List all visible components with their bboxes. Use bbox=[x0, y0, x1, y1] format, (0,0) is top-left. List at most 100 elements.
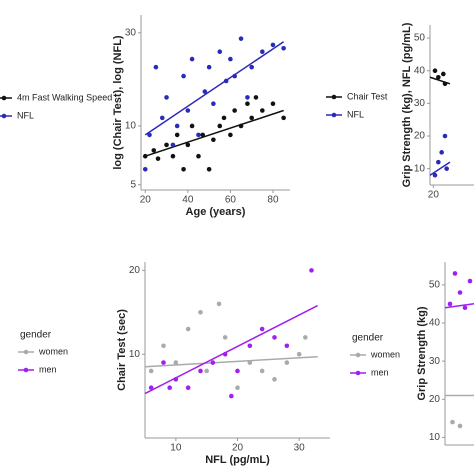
point bbox=[196, 153, 201, 159]
y-tick-label: 5 bbox=[130, 179, 136, 190]
point bbox=[281, 45, 286, 51]
point bbox=[210, 360, 216, 365]
point bbox=[432, 68, 438, 74]
y-tick-label: 10 bbox=[429, 432, 441, 443]
legend-label: NFL bbox=[17, 110, 34, 120]
point bbox=[211, 137, 216, 143]
point bbox=[303, 335, 308, 340]
point bbox=[185, 142, 191, 148]
point bbox=[153, 64, 159, 70]
point bbox=[296, 351, 302, 357]
point bbox=[432, 172, 438, 178]
point bbox=[249, 115, 254, 121]
legend-title: gender bbox=[352, 333, 384, 344]
legend-dot bbox=[1, 113, 7, 119]
point bbox=[272, 335, 277, 340]
point bbox=[170, 142, 176, 148]
point bbox=[147, 132, 152, 138]
y-axis-label: Grip Strength (kg), NFL (pg/mL) bbox=[401, 22, 413, 187]
point bbox=[272, 377, 277, 382]
trend-line bbox=[429, 161, 451, 176]
point bbox=[447, 301, 453, 307]
y-tick-label: 10 bbox=[125, 121, 137, 132]
point bbox=[151, 148, 157, 153]
point bbox=[229, 393, 234, 399]
point bbox=[259, 368, 265, 374]
x-axis-label: NFL (pg/mL) bbox=[205, 454, 270, 466]
y-tick-label: 40 bbox=[414, 65, 426, 76]
y-tick-label: 10 bbox=[129, 349, 141, 360]
point bbox=[185, 385, 191, 391]
point bbox=[204, 368, 209, 374]
point bbox=[238, 36, 244, 41]
point bbox=[185, 326, 191, 332]
point bbox=[452, 271, 458, 276]
trend-line bbox=[144, 41, 285, 136]
point bbox=[260, 49, 265, 55]
x-tick-label: 40 bbox=[182, 195, 194, 206]
legend-label: Chair Test bbox=[347, 91, 388, 101]
point bbox=[235, 368, 240, 374]
y-axis-label: Chair Test (sec) bbox=[116, 309, 128, 391]
y-tick-label: 30 bbox=[414, 98, 426, 109]
point bbox=[221, 115, 227, 121]
point bbox=[211, 101, 216, 107]
legend-dot bbox=[331, 112, 337, 118]
point bbox=[161, 343, 166, 349]
point bbox=[441, 71, 446, 77]
point bbox=[228, 132, 233, 138]
y-tick-label: 50 bbox=[414, 33, 426, 44]
point bbox=[196, 132, 201, 138]
legend-dot bbox=[23, 349, 29, 355]
y-tick-label: 10 bbox=[414, 163, 426, 174]
x-tick-label: 60 bbox=[225, 195, 237, 206]
point bbox=[309, 268, 314, 273]
point bbox=[457, 290, 463, 295]
point bbox=[281, 115, 286, 121]
point bbox=[259, 326, 265, 332]
point bbox=[174, 132, 180, 138]
point bbox=[462, 305, 468, 311]
point bbox=[159, 115, 165, 121]
y-axis-label: log (Chair Test), log (NFL) bbox=[112, 35, 124, 170]
y-tick-label: 20 bbox=[414, 131, 426, 142]
x-tick-label: 20 bbox=[140, 195, 152, 206]
point bbox=[198, 368, 203, 374]
point bbox=[444, 166, 449, 171]
point bbox=[249, 64, 254, 70]
point bbox=[442, 133, 448, 139]
legend-label: men bbox=[371, 367, 389, 377]
point bbox=[148, 368, 154, 374]
y-axis-label: Grip Strength (kg) bbox=[416, 306, 428, 400]
point bbox=[181, 73, 186, 79]
x-tick-label: 20 bbox=[232, 443, 244, 454]
y-tick-label: 50 bbox=[429, 280, 441, 291]
point bbox=[245, 95, 250, 100]
point bbox=[148, 385, 154, 391]
point bbox=[228, 56, 233, 62]
trend-line bbox=[429, 76, 451, 85]
x-tick-label: 10 bbox=[170, 443, 182, 454]
trend-line bbox=[144, 304, 319, 395]
legend-dot bbox=[1, 95, 7, 101]
point bbox=[173, 360, 179, 365]
point bbox=[170, 153, 176, 159]
point bbox=[232, 108, 237, 113]
point bbox=[284, 360, 290, 365]
legend-dot bbox=[331, 94, 337, 100]
x-tick-label: 80 bbox=[267, 195, 279, 206]
legend-label: NFL bbox=[347, 109, 364, 119]
point bbox=[200, 132, 206, 138]
point bbox=[467, 278, 473, 284]
point bbox=[247, 343, 253, 349]
point bbox=[450, 419, 455, 425]
y-tick-label: 30 bbox=[125, 27, 137, 38]
point bbox=[202, 89, 208, 94]
point bbox=[253, 95, 259, 100]
y-tick-label: 20 bbox=[429, 394, 441, 405]
point bbox=[206, 64, 212, 70]
legend-label: women bbox=[38, 346, 68, 356]
trend-line bbox=[144, 355, 318, 368]
point bbox=[439, 150, 444, 155]
